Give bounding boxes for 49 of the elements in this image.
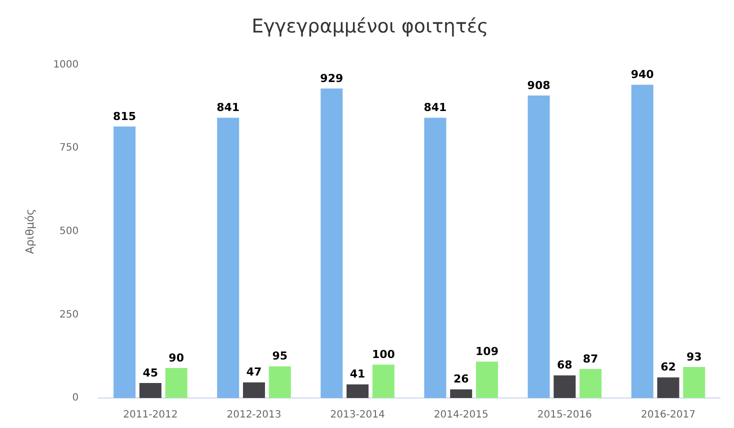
- bar: [217, 118, 240, 398]
- data-label: 841: [216, 101, 240, 114]
- bar: [424, 118, 446, 398]
- data-label: 815: [113, 110, 136, 123]
- data-label: 62: [660, 360, 676, 374]
- y-tick-label: 750: [60, 142, 79, 154]
- bar: [139, 383, 162, 398]
- bar: [242, 382, 265, 398]
- data-label: 90: [168, 351, 184, 364]
- y-tick-label: 1000: [53, 59, 79, 70]
- data-label: 68: [557, 358, 572, 372]
- bar: [580, 369, 602, 398]
- bar: [554, 375, 576, 398]
- data-label: 26: [453, 372, 470, 386]
- y-axis-title: Αριθμός: [23, 208, 36, 254]
- data-label: 929: [320, 72, 344, 85]
- data-label: 45: [142, 366, 158, 380]
- bar: [165, 368, 188, 398]
- data-label: 100: [372, 348, 396, 362]
- bar: [320, 88, 343, 398]
- bar: [114, 126, 136, 398]
- bar: [372, 364, 394, 398]
- y-tick-label: 0: [72, 392, 79, 404]
- bar: [476, 362, 498, 398]
- chart-title: Εγγεγραμμένοι φοιτητές: [252, 15, 488, 38]
- x-tick-label: 2015-2016: [537, 410, 592, 421]
- data-label: 940: [630, 68, 654, 82]
- x-tick-label: 2014-2015: [434, 410, 488, 421]
- y-tick-label: 500: [60, 226, 79, 237]
- x-tick-label: 2011-2012: [123, 410, 178, 421]
- data-label: 841: [424, 101, 447, 114]
- data-label: 41: [350, 368, 366, 381]
- bar: [268, 366, 291, 398]
- bar: [657, 377, 680, 398]
- data-label: 908: [527, 78, 550, 92]
- bar: [528, 95, 550, 398]
- x-tick-label: 2013-2014: [330, 410, 385, 421]
- bar: [450, 389, 472, 398]
- y-tick-label: 250: [60, 309, 79, 320]
- data-label: 87: [582, 352, 598, 366]
- x-tick-label: 2016-2017: [640, 410, 696, 421]
- bar: [346, 384, 369, 398]
- data-label: 47: [246, 366, 262, 379]
- bar: [683, 367, 706, 398]
- data-label: 109: [476, 345, 498, 358]
- data-label: 95: [272, 350, 288, 363]
- x-tick-label: 2012-2013: [226, 410, 282, 421]
- data-label: 93: [686, 350, 702, 364]
- bar: [631, 84, 654, 398]
